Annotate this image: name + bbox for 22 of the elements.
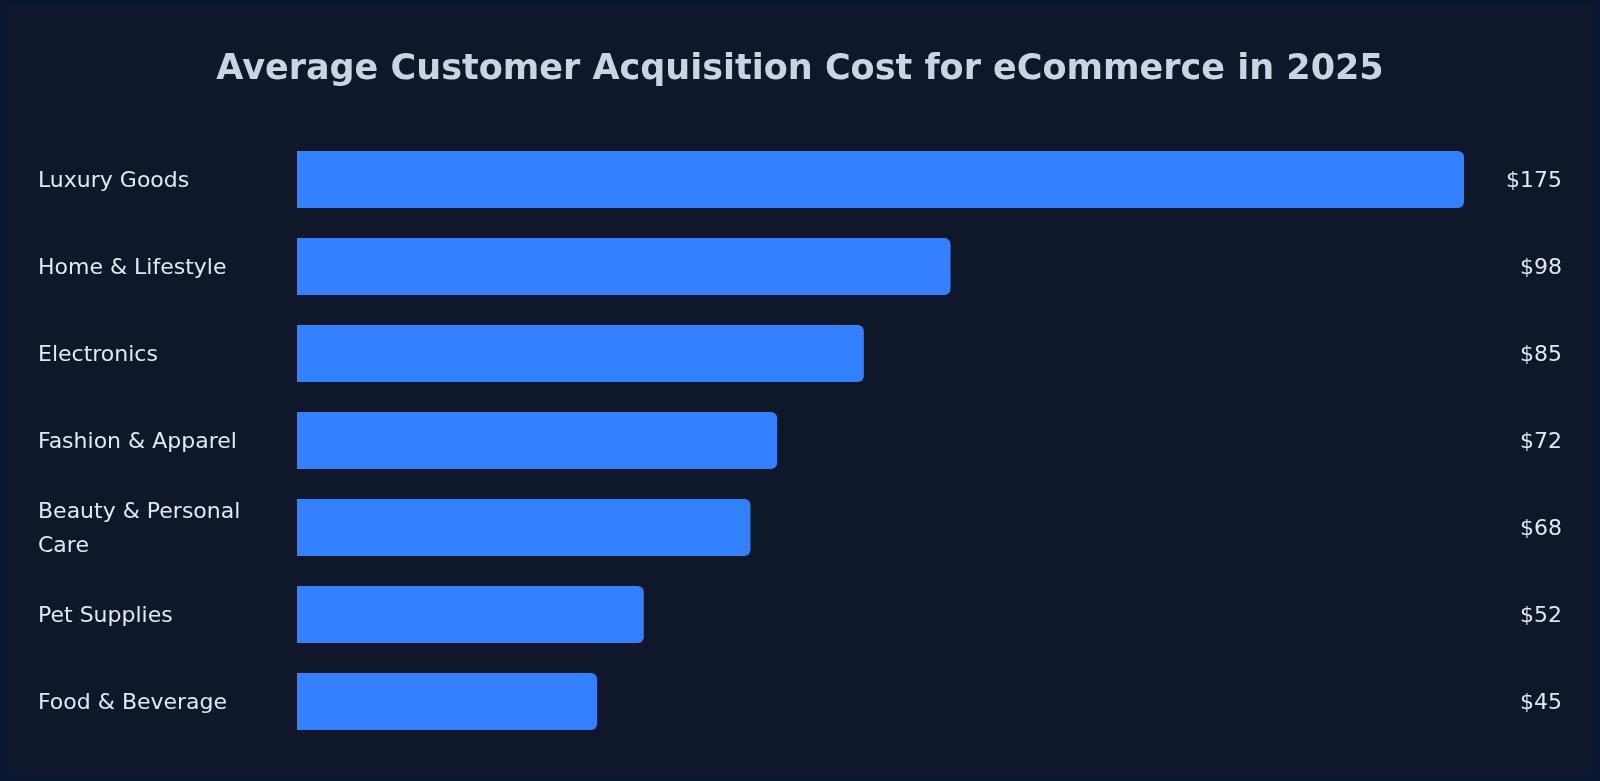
y-tick-label: Fashion & Apparel [38, 428, 237, 453]
y-tick-label: Food & Beverage [38, 689, 228, 714]
chart-title: Average Customer Acquisition Cost for eCommerce in 2025 [216, 46, 1384, 87]
y-tick-label: Pet Supplies [38, 602, 173, 627]
bar [297, 673, 598, 730]
y-tick-label: Luxury Goods [38, 167, 190, 192]
data-label: $85 [1520, 341, 1562, 366]
data-label: $72 [1520, 428, 1562, 453]
data-label: $68 [1520, 515, 1562, 540]
y-tick-label: Electronics [38, 341, 158, 366]
data-label: $52 [1520, 602, 1562, 627]
bar [297, 499, 751, 556]
data-label: $98 [1520, 254, 1562, 279]
data-label: $175 [1506, 167, 1562, 192]
y-tick-label: Home & Lifestyle [38, 254, 227, 279]
bar [297, 325, 864, 382]
bar [297, 238, 951, 295]
bar [297, 586, 644, 643]
y-tick-label: Beauty & Personal Care [38, 498, 248, 557]
data-label: $45 [1520, 689, 1562, 714]
bar [297, 151, 1464, 208]
bar [297, 412, 778, 469]
